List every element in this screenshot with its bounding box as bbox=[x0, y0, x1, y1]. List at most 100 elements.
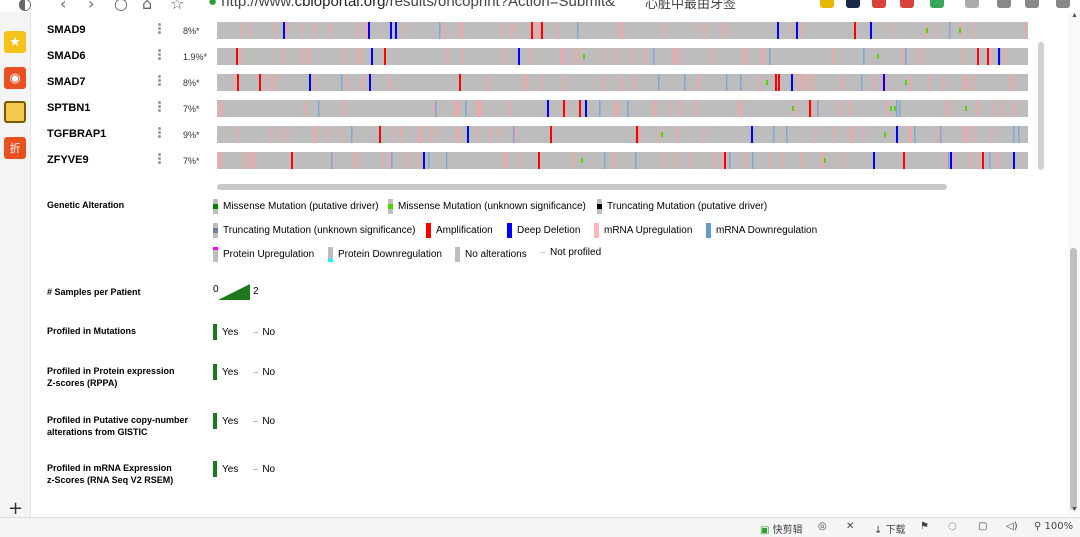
translate-icon[interactable] bbox=[930, 0, 944, 8]
mrna-down-mark bbox=[726, 74, 728, 91]
mrna-down-mark bbox=[513, 126, 515, 143]
legend-swatch bbox=[594, 223, 599, 238]
window-icon[interactable]: ▢ bbox=[978, 521, 988, 532]
gene-label: SMAD7 bbox=[47, 76, 86, 88]
track-options-icon[interactable] bbox=[158, 23, 161, 35]
extension-icon[interactable] bbox=[872, 0, 886, 8]
oncoprint-vertical-scrollbar[interactable] bbox=[1038, 42, 1044, 170]
deep-deletion-mark bbox=[371, 48, 373, 65]
profiled-label: Profiled in mRNA Expression z-Scores (RNA… bbox=[47, 462, 173, 486]
home-icon[interactable]: ⌂ bbox=[142, 0, 153, 12]
amplification-mark bbox=[379, 126, 381, 143]
missense-mark bbox=[959, 28, 961, 33]
mrna-up-mark bbox=[218, 152, 220, 169]
oncoprint-track[interactable] bbox=[217, 100, 1028, 117]
profiled-label: Profiled in Putative copy-number alterati… bbox=[47, 414, 188, 438]
no-label: No bbox=[262, 326, 276, 338]
mrna-down-mark bbox=[899, 100, 901, 117]
scroll-up-icon[interactable]: ▲ bbox=[1071, 12, 1078, 19]
mrna-up-mark bbox=[964, 74, 966, 91]
page-vertical-scrollbar[interactable]: ▲ ▼ bbox=[1068, 12, 1080, 517]
mrna-up-mark bbox=[218, 100, 220, 117]
scissors-icon[interactable] bbox=[900, 0, 914, 8]
horizontal-scrollbar[interactable] bbox=[217, 184, 947, 190]
oncoprint-track[interactable] bbox=[217, 152, 1028, 169]
oncoprint-track[interactable] bbox=[217, 74, 1028, 91]
undo-icon[interactable] bbox=[1025, 0, 1039, 8]
mrna-up-mark bbox=[300, 48, 302, 65]
legend-swatch bbox=[328, 247, 333, 262]
track-options-icon[interactable] bbox=[158, 75, 161, 87]
no-label: No bbox=[262, 415, 276, 427]
legend-swatch bbox=[213, 223, 218, 238]
mrna-up-mark bbox=[961, 22, 963, 39]
download-button[interactable]: ↓ 下载 bbox=[874, 525, 906, 536]
mrna-down-mark bbox=[577, 22, 579, 39]
alteration-percent: 9%* bbox=[183, 130, 200, 140]
forward-icon[interactable]: › bbox=[88, 0, 95, 12]
gene-label: SPTBN1 bbox=[47, 102, 91, 114]
track-options-icon[interactable] bbox=[158, 153, 161, 165]
mrna-up-mark bbox=[994, 100, 996, 117]
pin-icon[interactable]: ✕ bbox=[846, 521, 855, 532]
refresh-icon[interactable]: ○ bbox=[114, 0, 128, 12]
address-bar[interactable]: ● http://www.cbioportal.org/results/onco… bbox=[208, 0, 615, 10]
favorites-star-icon[interactable]: ★ bbox=[4, 31, 26, 53]
search-input[interactable]: 心脏中最由牙签 bbox=[645, 0, 805, 11]
amplification-mark bbox=[291, 152, 293, 169]
mrna-up-mark bbox=[822, 152, 824, 169]
mrna-up-mark bbox=[308, 48, 310, 65]
legend-swatch bbox=[540, 252, 545, 253]
browser-icon[interactable]: ◌ bbox=[948, 521, 957, 532]
mrna-up-mark bbox=[619, 22, 621, 39]
bookmark-star-icon[interactable]: ☆ bbox=[170, 0, 185, 12]
no-label: No bbox=[262, 463, 276, 475]
extension-icon[interactable] bbox=[820, 0, 834, 8]
legend-item: No alterations bbox=[455, 247, 527, 262]
alteration-percent: 8%* bbox=[183, 26, 200, 36]
menu-icon[interactable] bbox=[1056, 0, 1070, 8]
mrna-up-mark bbox=[560, 48, 562, 65]
zoom-value: 100% bbox=[1044, 521, 1074, 532]
add-icon[interactable]: + bbox=[8, 498, 24, 519]
mrna-up-mark bbox=[974, 74, 976, 91]
apps-icon[interactable] bbox=[965, 0, 979, 8]
mrna-up-mark bbox=[882, 74, 884, 91]
legend-item: mRNA Upregulation bbox=[594, 223, 692, 238]
track-options-icon[interactable] bbox=[158, 127, 161, 139]
mrna-down-mark bbox=[439, 22, 441, 39]
device-icon[interactable] bbox=[997, 0, 1011, 8]
amplification-mark bbox=[724, 152, 726, 169]
back-icon[interactable]: ‹ bbox=[60, 0, 67, 12]
sound-icon[interactable]: ◁) bbox=[1006, 521, 1018, 532]
zoom-indicator[interactable]: ⚲ 100% bbox=[1034, 521, 1074, 532]
quick-clip-button[interactable]: ▣ 快剪辑 bbox=[760, 521, 803, 536]
camera-icon[interactable]: ◎ bbox=[818, 521, 827, 532]
flag-icon[interactable]: ⚑ bbox=[920, 521, 929, 532]
mrna-up-mark bbox=[328, 126, 330, 143]
deep-deletion-mark bbox=[751, 126, 753, 143]
mrna-up-mark bbox=[362, 74, 364, 91]
mrna-down-mark bbox=[949, 22, 951, 39]
weibo-icon[interactable]: ◉ bbox=[4, 67, 26, 89]
scroll-down-icon[interactable]: ▼ bbox=[1071, 506, 1078, 513]
mrna-up-mark bbox=[804, 74, 806, 91]
track-options-icon[interactable] bbox=[158, 101, 161, 113]
scrollbar-thumb[interactable] bbox=[1070, 248, 1077, 510]
missense-mark bbox=[824, 158, 826, 163]
mrna-up-mark bbox=[367, 22, 369, 39]
extension-icon[interactable] bbox=[846, 0, 860, 8]
missense-mark bbox=[661, 132, 663, 137]
oncoprint-track[interactable] bbox=[217, 22, 1028, 39]
notes-icon[interactable] bbox=[4, 101, 26, 123]
oncoprint-track[interactable] bbox=[217, 48, 1028, 65]
mrna-down-mark bbox=[989, 152, 991, 169]
missense-mark bbox=[884, 132, 886, 137]
mrna-up-mark bbox=[801, 22, 803, 39]
track-options-icon[interactable] bbox=[158, 49, 161, 61]
mrna-up-mark bbox=[265, 74, 267, 91]
oncoprint-track[interactable] bbox=[217, 126, 1028, 143]
discount-icon[interactable]: 折 bbox=[4, 137, 26, 159]
yes-label: Yes bbox=[222, 326, 239, 338]
mrna-up-mark bbox=[727, 22, 729, 39]
